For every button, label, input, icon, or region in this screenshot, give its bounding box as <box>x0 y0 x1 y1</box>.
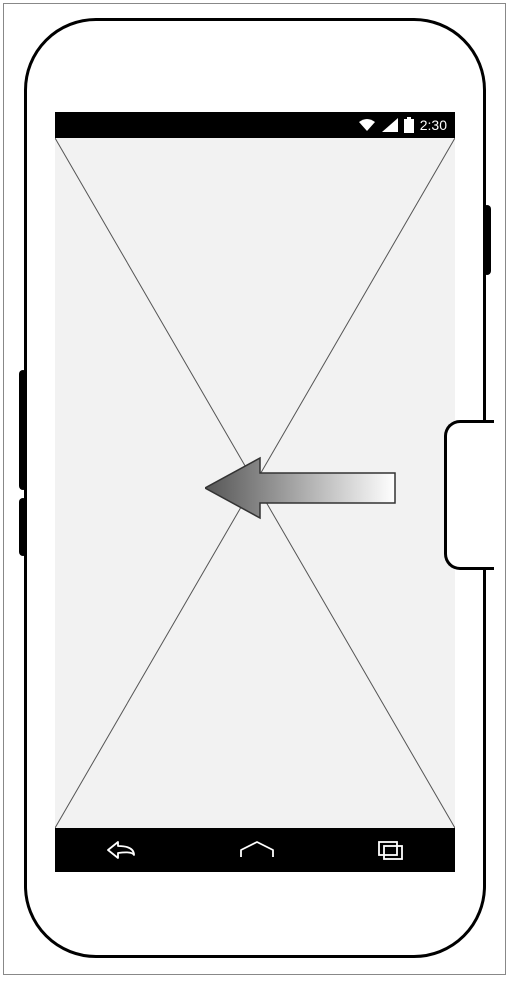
screen: 2:30 <box>55 112 455 872</box>
recent-apps-button[interactable] <box>376 839 406 861</box>
signal-icon <box>382 118 398 132</box>
wifi-icon <box>358 118 376 132</box>
home-button[interactable] <box>237 839 277 861</box>
volume-down-button[interactable] <box>19 498 27 556</box>
status-bar: 2:30 <box>55 112 455 138</box>
status-time: 2:30 <box>420 117 447 133</box>
content-placeholder[interactable] <box>55 138 455 828</box>
back-button[interactable] <box>104 839 138 861</box>
battery-icon <box>404 117 414 133</box>
navigation-bar <box>55 828 455 872</box>
swipe-left-arrow <box>205 453 405 523</box>
power-button[interactable] <box>483 205 491 275</box>
volume-up-button[interactable] <box>19 370 27 490</box>
edge-swipe-handle[interactable] <box>444 420 494 570</box>
